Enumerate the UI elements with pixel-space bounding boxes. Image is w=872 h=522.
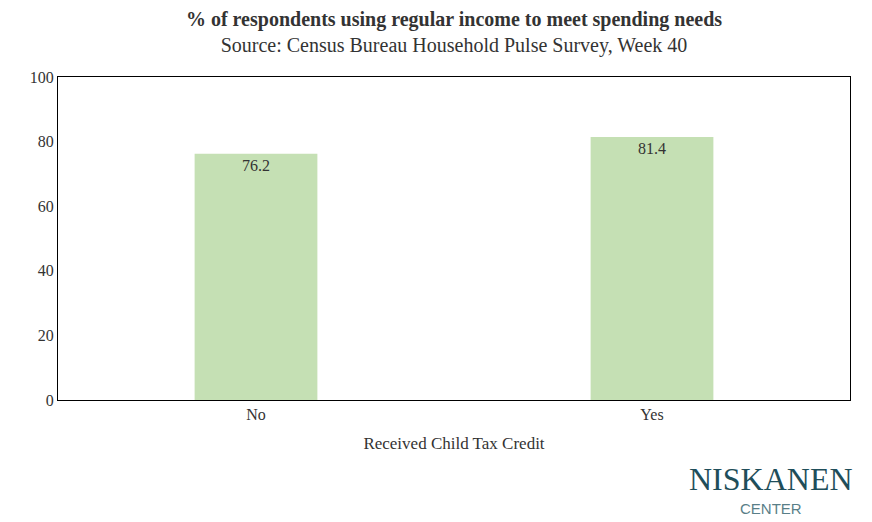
svg-text:81.4: 81.4 (638, 140, 666, 157)
svg-text:0: 0 (46, 392, 54, 409)
svg-text:CENTER: CENTER (740, 500, 802, 517)
svg-text:20: 20 (38, 327, 54, 344)
svg-text:Received Child Tax Credit: Received Child Tax Credit (363, 434, 544, 453)
svg-text:Yes: Yes (640, 406, 663, 423)
svg-text:No: No (246, 406, 266, 423)
svg-text:% of respondents using regular: % of respondents using regular income to… (186, 8, 722, 57)
svg-text:NISKANEN: NISKANEN (689, 461, 853, 497)
svg-text:60: 60 (38, 198, 54, 215)
svg-text:100: 100 (30, 69, 54, 86)
svg-text:80: 80 (38, 133, 54, 150)
svg-text:76.2: 76.2 (242, 157, 270, 174)
svg-text:40: 40 (38, 262, 54, 279)
